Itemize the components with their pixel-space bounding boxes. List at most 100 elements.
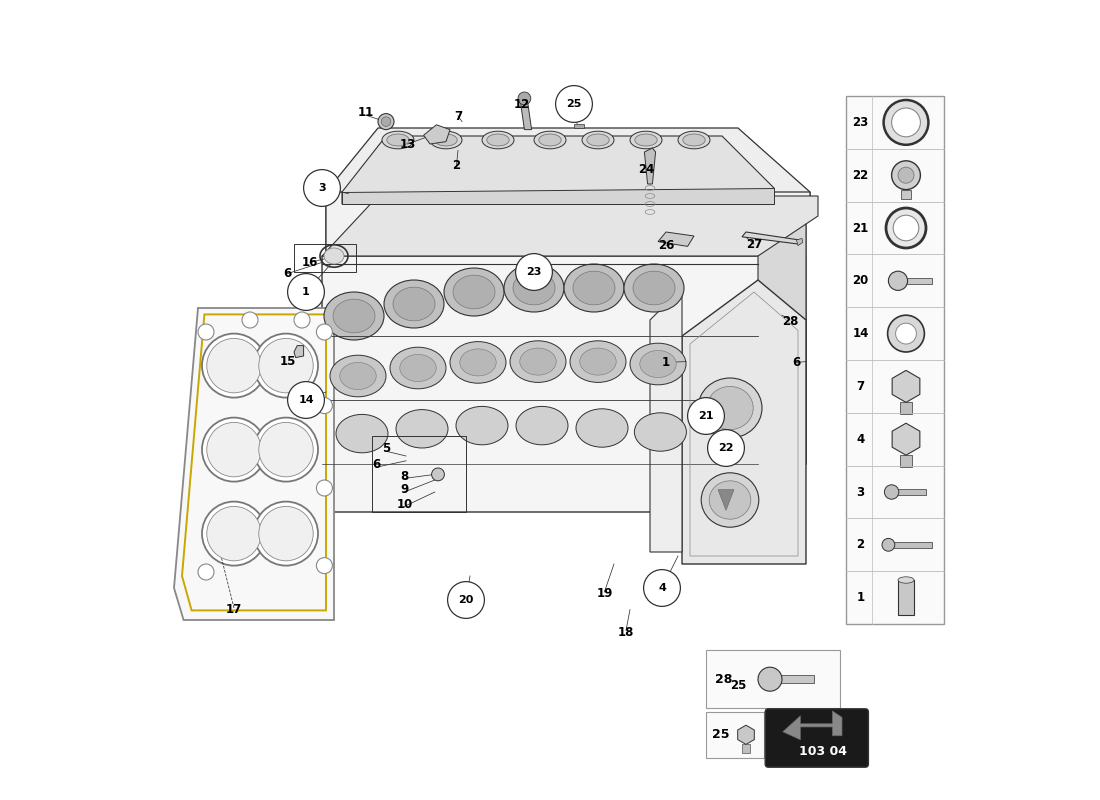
Polygon shape	[174, 308, 334, 620]
Ellipse shape	[504, 264, 564, 312]
Ellipse shape	[707, 386, 754, 430]
FancyBboxPatch shape	[706, 650, 840, 708]
Polygon shape	[342, 136, 774, 204]
Ellipse shape	[573, 271, 615, 305]
Circle shape	[758, 667, 782, 691]
Ellipse shape	[453, 275, 495, 309]
Ellipse shape	[434, 134, 458, 146]
Text: a passion for cars since 1985: a passion for cars since 1985	[311, 390, 596, 410]
Ellipse shape	[340, 362, 376, 390]
Polygon shape	[520, 102, 531, 130]
Circle shape	[258, 506, 314, 561]
Ellipse shape	[698, 378, 762, 438]
Circle shape	[889, 271, 908, 290]
Polygon shape	[892, 489, 926, 495]
Circle shape	[892, 161, 921, 190]
FancyBboxPatch shape	[766, 709, 868, 767]
Ellipse shape	[384, 280, 444, 328]
Polygon shape	[574, 124, 584, 128]
Text: 26: 26	[658, 239, 674, 252]
Ellipse shape	[324, 292, 384, 340]
Circle shape	[287, 274, 324, 310]
Text: 2: 2	[452, 159, 461, 172]
Text: 3: 3	[318, 183, 326, 193]
Polygon shape	[645, 148, 656, 184]
Circle shape	[258, 338, 314, 393]
Text: 28: 28	[782, 315, 799, 328]
Ellipse shape	[678, 131, 710, 149]
Polygon shape	[342, 188, 774, 204]
Ellipse shape	[487, 134, 509, 146]
Circle shape	[888, 315, 924, 352]
Ellipse shape	[336, 414, 388, 453]
Text: 1: 1	[302, 287, 310, 297]
Ellipse shape	[330, 355, 386, 397]
Polygon shape	[898, 580, 914, 615]
Ellipse shape	[539, 134, 561, 146]
Polygon shape	[572, 96, 582, 116]
Text: 28: 28	[715, 673, 733, 686]
Text: 9: 9	[400, 483, 408, 496]
Text: 23: 23	[526, 267, 541, 277]
Ellipse shape	[635, 134, 657, 146]
Text: eurospares: eurospares	[226, 302, 682, 370]
Polygon shape	[718, 490, 734, 510]
Circle shape	[294, 312, 310, 328]
Circle shape	[898, 167, 914, 183]
Polygon shape	[892, 370, 920, 402]
Polygon shape	[901, 455, 912, 467]
FancyBboxPatch shape	[846, 96, 944, 624]
Ellipse shape	[630, 343, 686, 385]
Circle shape	[254, 418, 318, 482]
Circle shape	[886, 208, 926, 248]
Ellipse shape	[624, 264, 684, 312]
Text: 14: 14	[852, 327, 869, 340]
Text: 25: 25	[712, 728, 729, 742]
Polygon shape	[738, 725, 755, 744]
Bar	[898, 278, 932, 284]
Text: 5: 5	[382, 442, 390, 454]
Circle shape	[207, 338, 261, 393]
Text: 18: 18	[618, 626, 635, 638]
Ellipse shape	[482, 131, 514, 149]
Text: 23: 23	[852, 116, 869, 129]
Ellipse shape	[390, 347, 446, 389]
Text: 1: 1	[856, 591, 865, 604]
Circle shape	[198, 564, 214, 580]
Circle shape	[448, 582, 484, 618]
Circle shape	[242, 312, 258, 328]
Ellipse shape	[456, 406, 508, 445]
Ellipse shape	[520, 348, 557, 375]
Circle shape	[382, 117, 390, 126]
Circle shape	[198, 324, 214, 340]
Ellipse shape	[324, 248, 344, 264]
Ellipse shape	[460, 349, 496, 376]
Circle shape	[317, 480, 332, 496]
Ellipse shape	[710, 481, 751, 519]
Circle shape	[317, 558, 332, 574]
Ellipse shape	[640, 350, 676, 378]
Polygon shape	[889, 542, 932, 548]
Ellipse shape	[586, 134, 609, 146]
Text: 14: 14	[298, 395, 314, 405]
FancyBboxPatch shape	[706, 712, 764, 758]
Text: 6: 6	[372, 458, 381, 470]
Ellipse shape	[333, 299, 375, 333]
Ellipse shape	[450, 342, 506, 383]
Ellipse shape	[576, 409, 628, 447]
Ellipse shape	[393, 287, 434, 321]
Circle shape	[287, 382, 324, 418]
Ellipse shape	[632, 271, 675, 305]
Text: 11: 11	[358, 106, 374, 118]
Ellipse shape	[387, 134, 409, 146]
Circle shape	[258, 422, 314, 477]
Ellipse shape	[570, 341, 626, 382]
Polygon shape	[758, 224, 806, 512]
Circle shape	[884, 485, 899, 499]
Ellipse shape	[564, 264, 624, 312]
Text: 25: 25	[566, 99, 582, 109]
Text: 22: 22	[718, 443, 734, 453]
Ellipse shape	[382, 131, 414, 149]
Polygon shape	[294, 346, 304, 358]
Text: 2: 2	[856, 538, 865, 551]
